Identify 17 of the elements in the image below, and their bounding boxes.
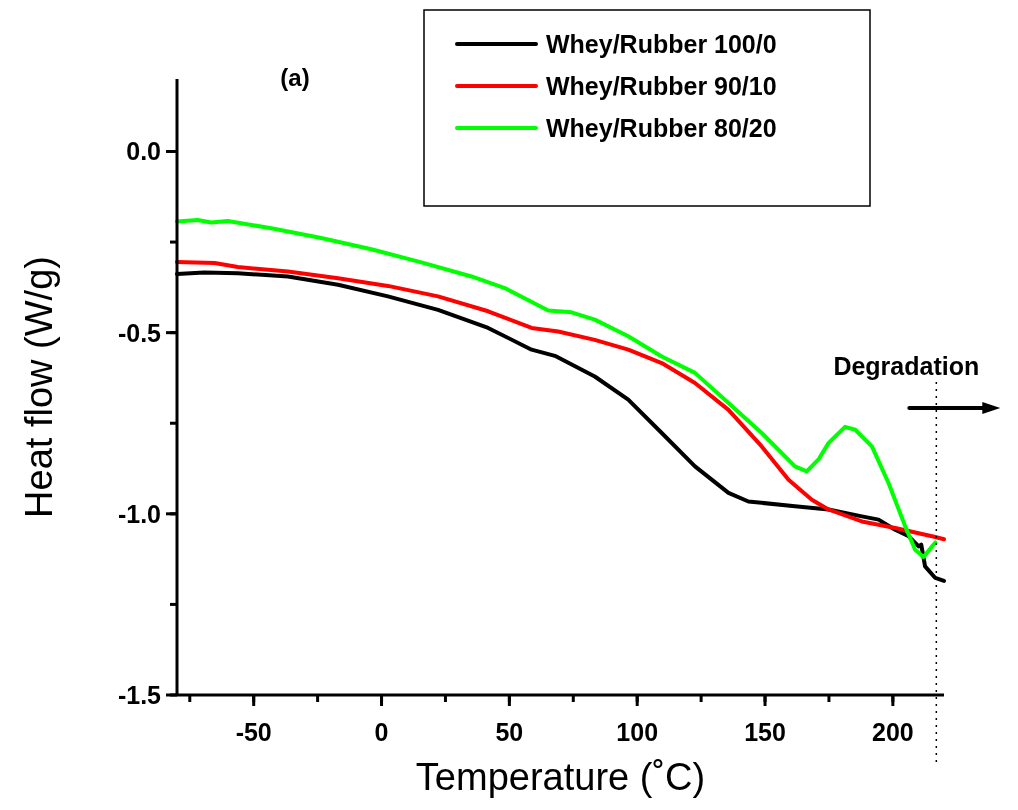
- x-tick-label: 200: [872, 718, 914, 746]
- x-tick-label: 100: [616, 718, 659, 746]
- x-axis-title: Temperature (˚C): [415, 756, 706, 798]
- y-tick-label: -1.0: [117, 499, 161, 528]
- y-tick-label: -0.5: [117, 318, 162, 347]
- x-tick-label: 50: [495, 718, 524, 746]
- x-tick-label: 0: [374, 718, 389, 746]
- legend-label: Whey/Rubber 80/20: [546, 114, 777, 142]
- x-tick-label: 150: [744, 718, 786, 746]
- y-axis-title: Heat flow (W/g): [18, 256, 60, 518]
- legend-label: Whey/Rubber 90/10: [546, 72, 777, 100]
- y-tick-label: 0.0: [126, 137, 161, 166]
- ref-line-label: Degradation: [833, 352, 980, 380]
- x-tick-label: -50: [235, 718, 272, 746]
- y-tick-label: -1.5: [117, 681, 162, 709]
- legend-label: Whey/Rubber 100/0: [546, 30, 777, 58]
- annotation: (a): [280, 64, 310, 91]
